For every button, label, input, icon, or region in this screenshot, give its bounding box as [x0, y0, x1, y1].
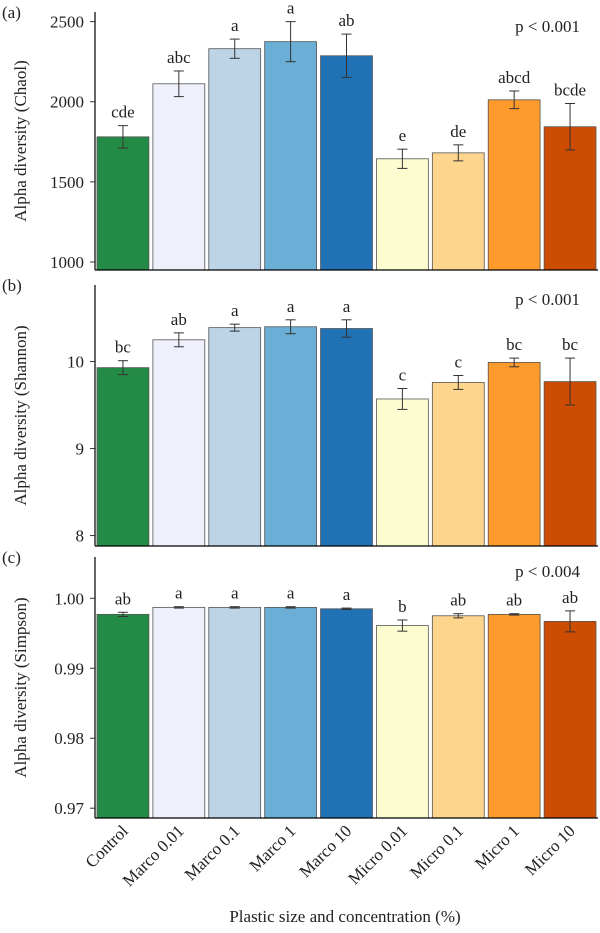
bar — [208, 327, 262, 547]
significance-letter: bc — [562, 335, 579, 354]
bar — [431, 152, 485, 271]
significance-letter: bc — [115, 338, 132, 357]
significance-letter: a — [287, 297, 295, 316]
y-axis-title: Alpha diversity (Shannon) — [11, 325, 30, 505]
x-axis-title: Plastic size and concentration (%) — [229, 907, 460, 926]
y-tick-label: 8 — [76, 527, 85, 546]
significance-letter: a — [287, 0, 295, 18]
bar — [96, 613, 150, 819]
significance-letter: ab — [506, 591, 522, 610]
bar — [152, 83, 206, 271]
bar — [96, 367, 150, 547]
annotation: p < 0.004 — [515, 562, 580, 581]
y-axis-title: Alpha diversity (Simpson) — [11, 597, 30, 777]
significance-letter: bcde — [554, 81, 586, 100]
y-tick-label: 0.97 — [54, 799, 84, 818]
y-tick-label: 1500 — [50, 173, 84, 192]
x-tick-label: Micro 0.01 — [344, 821, 411, 888]
bar — [487, 613, 541, 819]
x-tick-label: Micro 1 — [471, 821, 523, 873]
panel-label: (a) — [2, 3, 21, 22]
bar — [431, 382, 485, 547]
bar — [320, 608, 373, 819]
bar — [487, 99, 541, 271]
significance-letter: ab — [171, 310, 187, 329]
bar — [376, 625, 429, 819]
bar — [376, 398, 429, 547]
y-tick-label: 0.98 — [54, 729, 84, 748]
significance-letter: a — [343, 585, 351, 604]
y-tick-label: 2500 — [50, 13, 84, 32]
bar — [208, 606, 262, 819]
bar — [543, 381, 597, 547]
significance-letter: ab — [115, 589, 131, 608]
significance-letter: abc — [167, 48, 191, 67]
x-tick-label: Micro 0.1 — [406, 821, 467, 882]
bar — [543, 126, 597, 271]
y-tick-label: 9 — [76, 440, 85, 459]
significance-letter: a — [231, 584, 239, 603]
significance-letter: ab — [450, 591, 466, 610]
x-tick-label: Marco 1 — [246, 821, 300, 875]
bar — [264, 326, 317, 547]
y-axis-title: Alpha diversity (Chaol) — [11, 60, 30, 221]
bar — [264, 41, 317, 271]
significance-letter: ab — [338, 11, 354, 30]
significance-letter: c — [399, 366, 407, 385]
bar — [264, 606, 317, 819]
annotation: p < 0.001 — [515, 290, 580, 309]
y-tick-label: 1.00 — [54, 589, 84, 608]
significance-letter: e — [399, 126, 407, 145]
significance-letter: a — [175, 584, 183, 603]
y-tick-label: 0.99 — [54, 659, 84, 678]
significance-letter: cde — [111, 103, 135, 122]
panel-label: (c) — [2, 548, 21, 567]
x-tick-label: Marco 0.1 — [181, 821, 244, 884]
bar — [543, 620, 597, 819]
significance-letter: c — [455, 352, 463, 371]
bar — [431, 615, 485, 819]
significance-letter: abcd — [498, 68, 531, 87]
y-tick-label: 1000 — [50, 253, 84, 272]
significance-letter: bc — [506, 335, 523, 354]
bar — [320, 55, 373, 271]
bar — [208, 48, 262, 271]
x-tick-label: Marco 0.01 — [119, 821, 188, 890]
bar — [487, 362, 541, 547]
y-tick-label: 10 — [67, 353, 84, 372]
bar — [152, 339, 206, 547]
panel-label: (b) — [2, 276, 22, 295]
significance-letter: a — [287, 584, 295, 603]
significance-letter: de — [450, 122, 466, 141]
significance-letter: ab — [562, 588, 578, 607]
y-tick-label: 2000 — [50, 93, 84, 112]
bar — [376, 158, 429, 271]
significance-letter: b — [398, 597, 407, 616]
annotation: p < 0.001 — [515, 17, 580, 36]
bar — [152, 606, 206, 819]
x-tick-label: Micro 10 — [521, 821, 579, 879]
bar — [320, 328, 373, 547]
significance-letter: a — [231, 16, 239, 35]
bar — [96, 136, 150, 271]
x-tick-label: Control — [82, 821, 132, 871]
significance-letter: a — [231, 301, 239, 320]
significance-letter: a — [343, 297, 351, 316]
